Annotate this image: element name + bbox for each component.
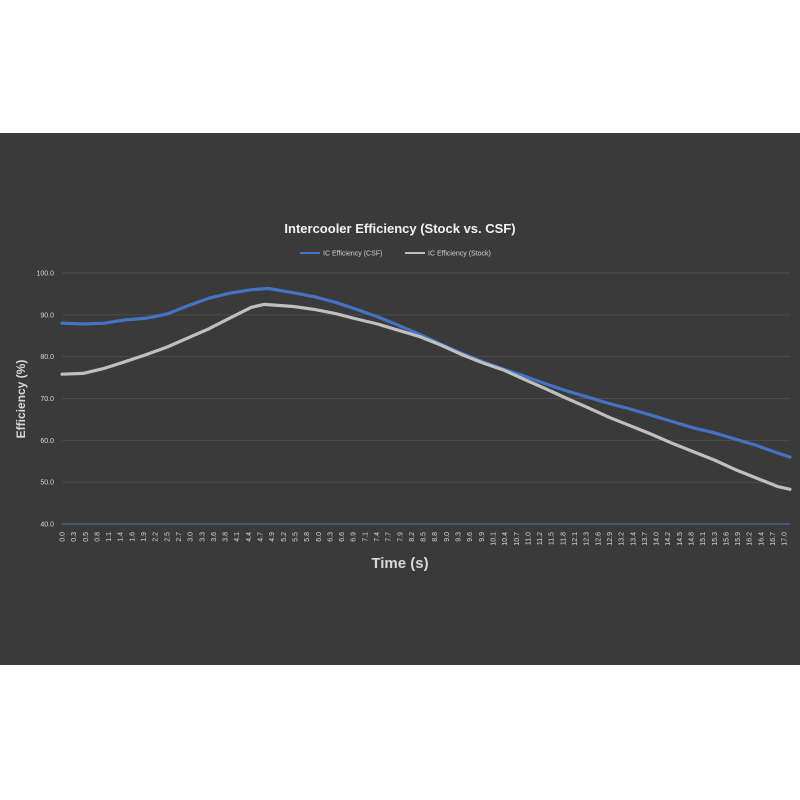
x-tick-label: 4.4 (246, 532, 253, 542)
x-tick-label: 11.0 (525, 532, 532, 545)
x-tick-label: 14.5 (677, 532, 684, 546)
y-tick-label: 50.0 (40, 480, 54, 487)
x-tick-label: 13.7 (642, 532, 649, 546)
legend: IC Efficiency (CSF) IC Efficiency (Stock… (300, 251, 491, 258)
series-line-csf (60, 286, 792, 459)
chart-title: Intercooler Efficiency (Stock vs. CSF) (284, 221, 515, 236)
x-tick-label: 1.1 (106, 532, 113, 542)
x-tick-label: 1.6 (129, 532, 136, 542)
x-tick-label: 8.2 (409, 532, 416, 542)
y-tick-label: 60.0 (40, 438, 54, 445)
x-tick-label: 3.3 (199, 532, 206, 542)
x-tick-label: 4.9 (269, 532, 276, 542)
x-tick-label: 0.3 (71, 532, 78, 542)
x-tick-label: 11.5 (549, 532, 556, 545)
x-tick-label: 16.4 (758, 532, 765, 546)
legend-label-csf: IC Efficiency (CSF) (323, 251, 382, 258)
y-tick-labels: 100.0 90.0 80.0 70.0 60.0 50.0 40.0 (36, 271, 54, 529)
x-tick-label: 2.5 (164, 532, 171, 542)
line-chart: Intercooler Efficiency (Stock vs. CSF) I… (14, 221, 792, 572)
x-tick-label: 4.1 (234, 532, 241, 542)
x-tick-label: 14.8 (688, 532, 695, 546)
x-tick-label: 2.2 (153, 532, 160, 542)
chart-panel: Intercooler Efficiency (Stock vs. CSF) I… (0, 133, 800, 665)
x-tick-label: 12.6 (595, 532, 602, 546)
x-tick-label: 8.5 (421, 532, 428, 542)
x-tick-label: 11.8 (560, 532, 567, 545)
y-axis-title: Efficiency (%) (14, 360, 28, 439)
x-tick-label: 7.9 (397, 532, 404, 542)
x-tick-label: 12.1 (572, 532, 579, 546)
x-tick-label: 6.6 (339, 532, 346, 542)
legend-label-stock: IC Efficiency (Stock) (428, 251, 491, 258)
x-tick-label: 8.8 (432, 532, 439, 542)
x-tick-label: 5.2 (281, 532, 288, 542)
x-tick-label: 12.9 (607, 532, 614, 546)
x-tick-label: 16.7 (770, 532, 777, 546)
y-tick-label: 90.0 (40, 312, 54, 319)
x-tick-label: 15.6 (723, 532, 730, 546)
x-tick-label: 9.3 (456, 532, 463, 542)
x-tick-label: 15.9 (735, 532, 742, 546)
x-tick-label: 17.0 (782, 532, 789, 546)
x-tick-label: 2.7 (176, 532, 183, 542)
x-tick-label: 1.9 (141, 532, 148, 542)
x-tick-label: 10.4 (502, 532, 509, 546)
y-tick-label: 80.0 (40, 354, 54, 361)
x-tick-label: 4.7 (258, 532, 265, 542)
x-tick-label: 11.2 (537, 532, 544, 545)
x-tick-label: 13.2 (619, 532, 626, 546)
x-tick-label: 10.1 (490, 532, 497, 546)
x-tick-labels: 0.0 0.3 0.5 0.8 1.1 1.4 1.6 1.9 2.2 2.5 2.7 3.0 3.3 3… (60, 532, 789, 546)
x-tick-label: 6.9 (351, 532, 358, 542)
x-tick-label: 6.3 (327, 532, 334, 542)
x-tick-label: 0.8 (94, 532, 101, 542)
x-tick-label: 1.4 (118, 532, 125, 542)
x-tick-label: 5.5 (292, 532, 299, 542)
x-tick-label: 3.8 (223, 532, 230, 542)
x-tick-label: 12.3 (584, 532, 591, 546)
x-axis-title: Time (s) (371, 555, 428, 572)
x-tick-label: 0.5 (83, 532, 90, 542)
x-tick-label: 14.0 (654, 532, 661, 546)
series-lines (60, 286, 792, 491)
x-tick-label: 13.4 (630, 532, 637, 546)
x-tick-label: 9.9 (479, 532, 486, 542)
y-tick-label: 40.0 (40, 522, 54, 529)
x-tick-label: 10.7 (514, 532, 521, 546)
series-line-stock (60, 302, 792, 491)
x-tick-label: 9.0 (444, 532, 451, 542)
y-tick-label: 100.0 (36, 271, 54, 278)
x-tick-label: 9.6 (467, 532, 474, 542)
x-tick-label: 3.6 (211, 532, 218, 542)
y-tick-label: 70.0 (40, 396, 54, 403)
x-tick-label: 7.4 (374, 532, 381, 542)
x-tick-label: 14.2 (665, 532, 672, 546)
x-tick-label: 15.3 (712, 532, 719, 546)
x-tick-label: 6.0 (316, 532, 323, 542)
x-tick-label: 16.2 (747, 532, 754, 546)
x-tick-label: 3.0 (188, 532, 195, 542)
x-tick-label: 7.7 (386, 532, 393, 542)
grid-lines (62, 272, 790, 525)
x-tick-label: 15.1 (700, 532, 707, 546)
x-tick-label: 0.0 (60, 532, 67, 542)
x-tick-label: 7.1 (362, 532, 369, 542)
x-tick-label: 5.8 (304, 532, 311, 542)
